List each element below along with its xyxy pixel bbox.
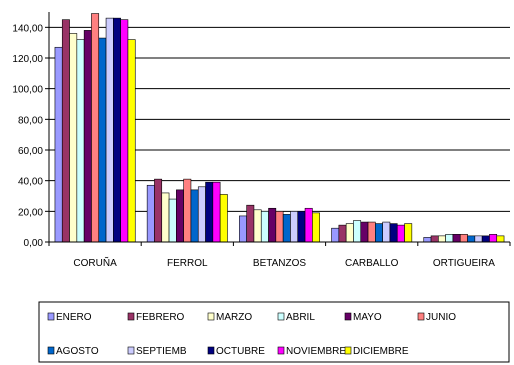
bar-octubre-2 bbox=[297, 211, 306, 243]
bar-agosto-4 bbox=[467, 235, 476, 243]
bar-octubre-1 bbox=[205, 181, 214, 243]
legend-swatch bbox=[207, 312, 215, 321]
legend-swatch bbox=[417, 312, 425, 321]
bar-noviembre-2 bbox=[304, 207, 313, 243]
y-tick-label: 40,00 bbox=[18, 177, 43, 188]
category-labels: CORUÑA FERROL BETANZOS CARBALLO ORTIGUEIRA bbox=[73, 256, 495, 269]
legend-label: ABRIL bbox=[286, 312, 315, 323]
bar-enero-1 bbox=[146, 184, 155, 243]
bar-febrero-3 bbox=[338, 224, 347, 243]
legend-label: OCTUBRE bbox=[216, 346, 265, 357]
bar-junio-1 bbox=[183, 178, 192, 243]
bar-enero-4 bbox=[423, 237, 432, 243]
bar-noviembre-3 bbox=[396, 224, 405, 243]
bar-octubre-0 bbox=[113, 17, 121, 243]
legend-label: MAYO bbox=[353, 312, 382, 323]
bar-diciembre-3 bbox=[404, 223, 413, 243]
bar-septiemb-1 bbox=[197, 186, 206, 243]
y-tick-label: 120,00 bbox=[12, 54, 43, 65]
bar-diciembre-1 bbox=[219, 194, 228, 243]
legend-label: FEBRERO bbox=[136, 312, 185, 323]
bar-diciembre-2 bbox=[312, 212, 320, 243]
legend-swatch bbox=[207, 346, 215, 355]
y-tick-label: 60,00 bbox=[18, 146, 43, 157]
bar-agosto-3 bbox=[375, 223, 383, 243]
bar-diciembre-0 bbox=[127, 39, 136, 243]
bar-noviembre-4 bbox=[489, 234, 498, 243]
legend-label: SEPTIEMB bbox=[136, 346, 187, 357]
bar-abril-1 bbox=[168, 198, 177, 243]
bar-junio-2 bbox=[275, 211, 284, 243]
category-label: FERROL bbox=[167, 258, 208, 269]
bar-mayo-0 bbox=[83, 30, 92, 243]
bar-marzo-4 bbox=[438, 235, 446, 243]
bar-mayo-1 bbox=[176, 189, 184, 243]
bar-septiemb-3 bbox=[382, 221, 391, 243]
y-tick-label: 140,00 bbox=[12, 23, 43, 34]
bar-febrero-2 bbox=[246, 204, 255, 243]
bar-abril-4 bbox=[445, 234, 454, 243]
legend-label: NOVIEMBRE bbox=[286, 346, 346, 357]
y-tick-label: 100,00 bbox=[12, 85, 43, 96]
bar-febrero-0 bbox=[61, 19, 70, 243]
bar-octubre-3 bbox=[389, 223, 398, 243]
bar-enero-2 bbox=[239, 215, 247, 243]
bar-octubre-4 bbox=[481, 235, 490, 243]
bar-diciembre-4 bbox=[496, 235, 505, 243]
legend-box bbox=[38, 301, 510, 363]
bar-junio-3 bbox=[367, 221, 376, 243]
legend-swatch bbox=[277, 312, 285, 321]
bar-septiemb-4 bbox=[474, 235, 483, 243]
bar-mayo-2 bbox=[268, 207, 277, 243]
category-label: CORUÑA bbox=[73, 256, 117, 269]
bar-marzo-0 bbox=[69, 33, 78, 243]
legend-label: DICIEMBRE bbox=[353, 346, 409, 357]
legend-label: JUNIO bbox=[426, 312, 456, 323]
bar-agosto-2 bbox=[282, 214, 291, 243]
bar-abril-2 bbox=[260, 211, 269, 243]
bar-febrero-1 bbox=[154, 178, 163, 243]
bar-enero-0 bbox=[54, 46, 63, 243]
y-tick-label: 0,00 bbox=[24, 238, 44, 249]
bar-junio-4 bbox=[459, 234, 468, 243]
bar-septiemb-2 bbox=[290, 211, 299, 243]
legend-swatch bbox=[127, 312, 135, 321]
bar-noviembre-1 bbox=[212, 181, 221, 243]
bar-abril-3 bbox=[353, 220, 362, 243]
bar-agosto-0 bbox=[98, 37, 107, 243]
bar-septiemb-0 bbox=[105, 17, 114, 243]
legend-swatch bbox=[344, 346, 352, 355]
bar-abril-0 bbox=[76, 39, 85, 243]
legend-swatch bbox=[344, 312, 352, 321]
category-label: ORTIGUEIRA bbox=[433, 258, 495, 269]
legend-label: AGOSTO bbox=[56, 346, 99, 357]
bar-marzo-1 bbox=[161, 192, 170, 243]
bar-junio-0 bbox=[91, 13, 100, 243]
legend-label: ENERO bbox=[56, 312, 92, 323]
category-label: BETANZOS bbox=[253, 258, 306, 269]
bar-enero-3 bbox=[331, 227, 340, 243]
bar-mayo-4 bbox=[452, 234, 461, 243]
legend: ENERO FEBRERO MARZO ABRIL MAYO JUNIO AGOSTO SEP… bbox=[38, 301, 510, 363]
bar-noviembre-0 bbox=[120, 19, 129, 243]
y-tick-label: 20,00 bbox=[18, 207, 43, 218]
bars bbox=[54, 13, 505, 243]
legend-swatch bbox=[277, 346, 285, 355]
bar-marzo-3 bbox=[345, 223, 354, 243]
category-label: CARBALLO bbox=[345, 258, 399, 269]
legend-label: MARZO bbox=[216, 312, 252, 323]
y-axis-ticks: 0,00 20,00 40,00 60,00 80,00 100,00 120,00 140,… bbox=[12, 23, 49, 249]
y-tick-label: 80,00 bbox=[18, 115, 43, 126]
legend-swatch bbox=[47, 312, 55, 321]
legend-swatch bbox=[127, 346, 135, 355]
legend-swatch bbox=[47, 346, 55, 355]
bar-agosto-1 bbox=[190, 189, 199, 243]
bar-febrero-4 bbox=[430, 235, 439, 243]
bar-mayo-3 bbox=[360, 221, 369, 243]
bar-marzo-2 bbox=[253, 209, 262, 243]
axes bbox=[48, 12, 511, 246]
